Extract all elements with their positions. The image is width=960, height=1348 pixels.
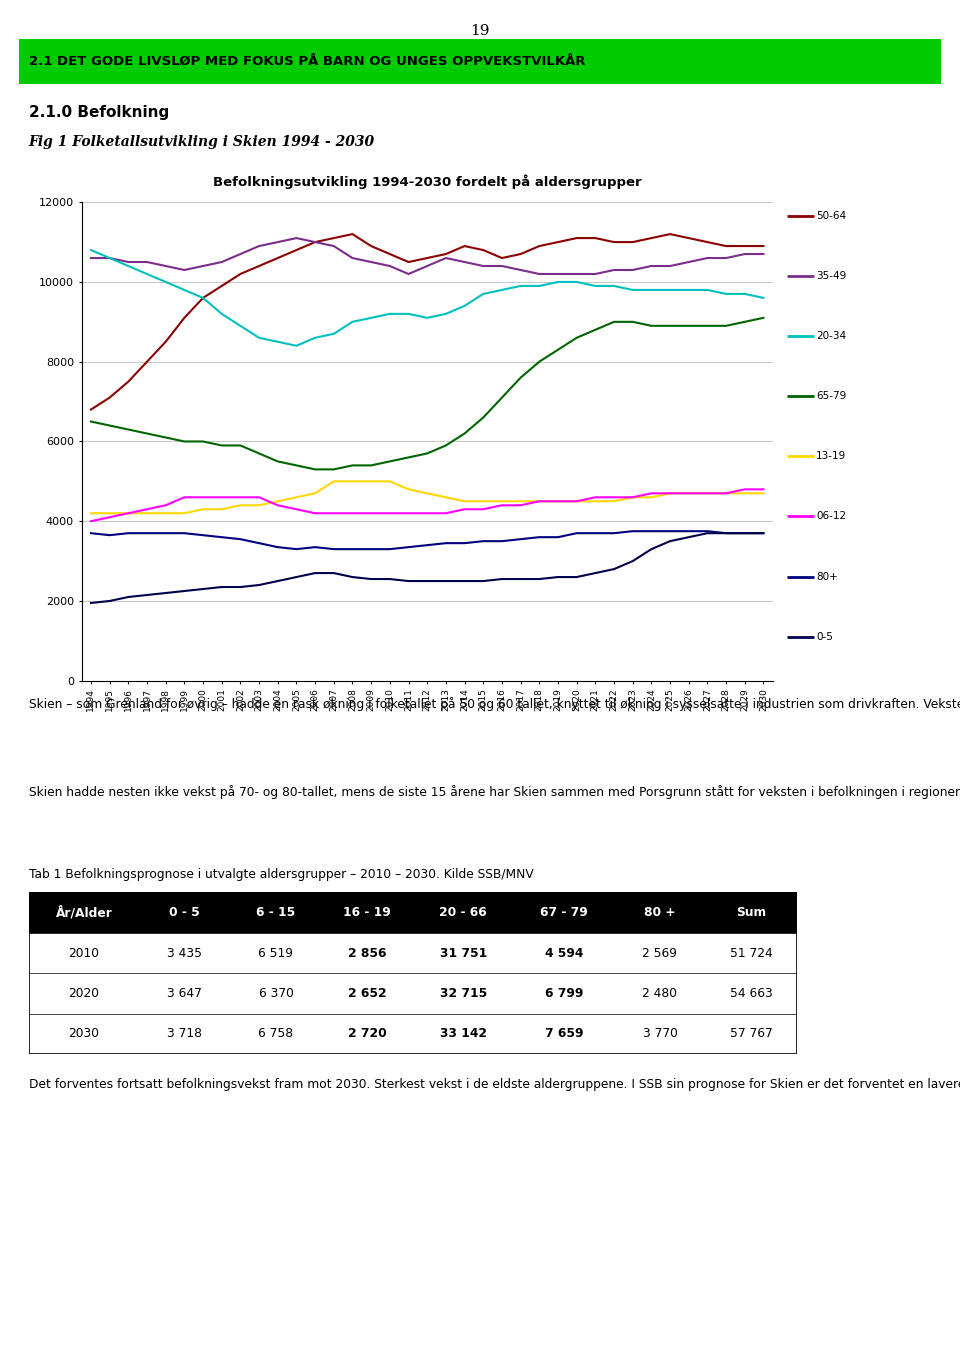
Text: Skien hadde nesten ikke vekst på 70- og 80-tallet, mens de siste 15 årene har Sk: Skien hadde nesten ikke vekst på 70- og … xyxy=(29,785,960,798)
Text: 67 - 79: 67 - 79 xyxy=(540,906,588,919)
Text: 50-64: 50-64 xyxy=(816,210,846,221)
Text: 2 720: 2 720 xyxy=(348,1027,387,1041)
Text: 20-34: 20-34 xyxy=(816,332,846,341)
Text: 32 715: 32 715 xyxy=(440,987,487,1000)
Text: 6 519: 6 519 xyxy=(258,946,294,960)
Text: 3 718: 3 718 xyxy=(167,1027,203,1041)
Text: 2.1.0 Befolkning: 2.1.0 Befolkning xyxy=(29,105,169,120)
Text: 7 659: 7 659 xyxy=(544,1027,584,1041)
Text: 3 770: 3 770 xyxy=(642,1027,678,1041)
Text: 16 - 19: 16 - 19 xyxy=(344,906,391,919)
Text: 0 - 5: 0 - 5 xyxy=(169,906,201,919)
Text: 13-19: 13-19 xyxy=(816,452,847,461)
Text: 2.1 DET GODE LIVSLØP MED FOKUS PÅ BARN OG UNGES OPPVEKSTVILKÅR: 2.1 DET GODE LIVSLØP MED FOKUS PÅ BARN O… xyxy=(29,55,586,67)
Text: Tab 1 Befolkningsprognose i utvalgte aldersgrupper – 2010 – 2030. Kilde SSB/MNV: Tab 1 Befolkningsprognose i utvalgte ald… xyxy=(29,868,534,882)
Text: 19: 19 xyxy=(470,24,490,38)
Text: 35-49: 35-49 xyxy=(816,271,847,280)
Text: Fig 1 Folketallsutvikling i Skien 1994 - 2030: Fig 1 Folketallsutvikling i Skien 1994 -… xyxy=(29,135,375,148)
Text: Sum: Sum xyxy=(736,906,766,919)
Text: 80+: 80+ xyxy=(816,572,838,581)
Text: 2 856: 2 856 xyxy=(348,946,387,960)
Text: 2 569: 2 569 xyxy=(642,946,678,960)
Text: 57 767: 57 767 xyxy=(730,1027,773,1041)
Text: 2 652: 2 652 xyxy=(348,987,387,1000)
Text: 2010: 2010 xyxy=(68,946,100,960)
Text: 20 - 66: 20 - 66 xyxy=(440,906,487,919)
Text: 2020: 2020 xyxy=(68,987,100,1000)
Text: 65-79: 65-79 xyxy=(816,391,847,402)
Text: 3 647: 3 647 xyxy=(167,987,203,1000)
Text: Skien – som Grenland for øvrig – hadde en rask økning i folketallet på 50 og 60 : Skien – som Grenland for øvrig – hadde e… xyxy=(29,697,960,710)
Text: 6 758: 6 758 xyxy=(258,1027,294,1041)
Text: 6 - 15: 6 - 15 xyxy=(256,906,296,919)
Text: 0-5: 0-5 xyxy=(816,632,833,642)
Text: 33 142: 33 142 xyxy=(440,1027,487,1041)
Text: 06-12: 06-12 xyxy=(816,511,846,522)
Text: 6 799: 6 799 xyxy=(545,987,583,1000)
Text: 54 663: 54 663 xyxy=(730,987,773,1000)
Text: Befolkningsutvikling 1994-2030 fordelt på aldersgrupper: Befolkningsutvikling 1994-2030 fordelt p… xyxy=(213,174,641,189)
Text: 4 594: 4 594 xyxy=(545,946,583,960)
Text: 3 435: 3 435 xyxy=(167,946,203,960)
Text: 2 480: 2 480 xyxy=(642,987,678,1000)
Bar xyxy=(29,892,797,933)
Text: 80 +: 80 + xyxy=(644,906,676,919)
Text: 51 724: 51 724 xyxy=(730,946,773,960)
Text: 2030: 2030 xyxy=(68,1027,100,1041)
Text: Det forventes fortsatt befolkningsvekst fram mot 2030. Sterkest vekst i de eldst: Det forventes fortsatt befolkningsvekst … xyxy=(29,1078,960,1092)
Text: 31 751: 31 751 xyxy=(440,946,487,960)
Text: År/Alder: År/Alder xyxy=(56,906,112,919)
Text: 6 370: 6 370 xyxy=(258,987,294,1000)
